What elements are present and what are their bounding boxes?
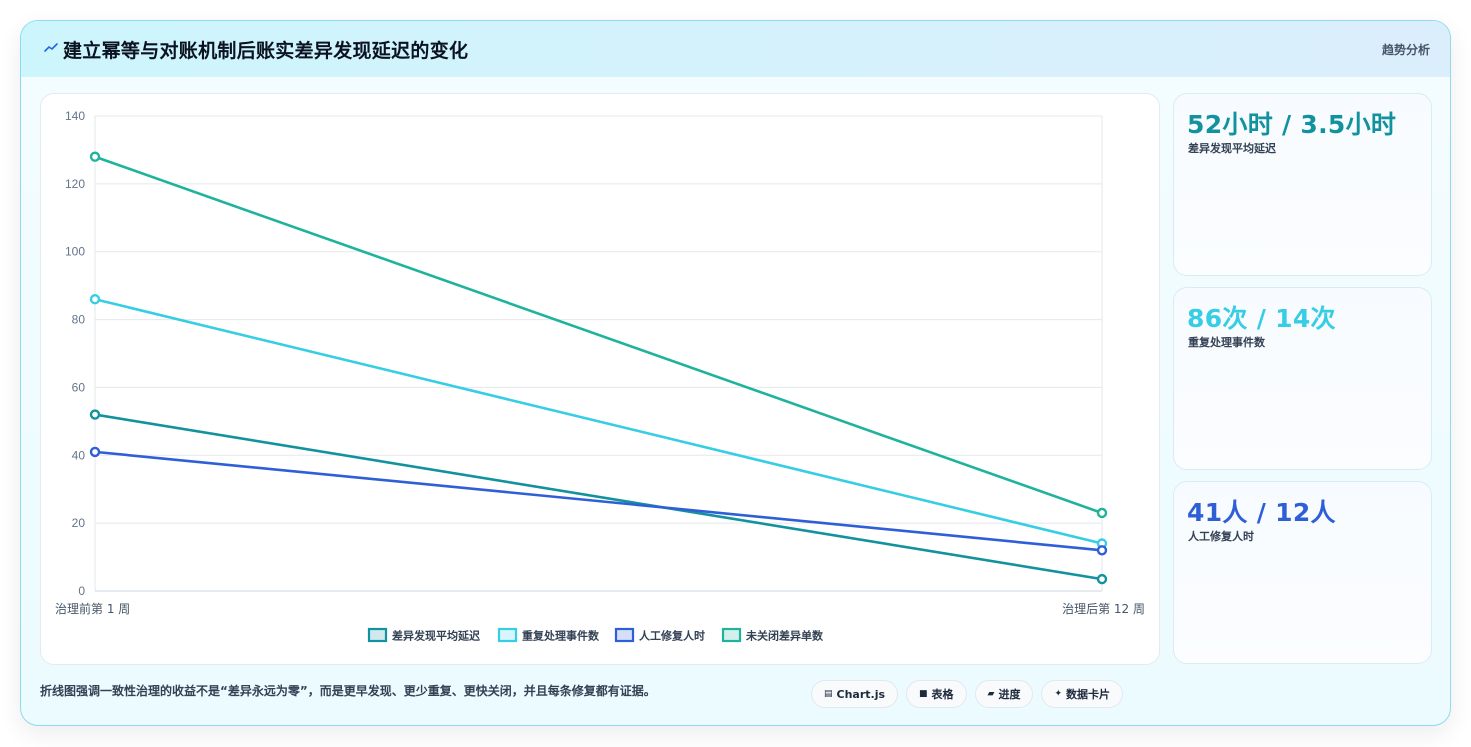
data-point [1096,507,1108,519]
series-line [94,450,1103,552]
series-line [94,155,1103,515]
chip-progress[interactable]: ▰ 进度 [974,680,1034,708]
table-icon: ■ [919,689,928,699]
stat-card-manual: 41人 / 12人 人工修复人时 [1173,481,1432,664]
legend-swatch [721,627,742,643]
chip-label: 数据卡片 [1066,688,1111,701]
stat-card-repeat: 86次 / 14次 重复处理事件数 [1173,287,1432,470]
y-tick-label: 0 [78,584,85,598]
stat-card-delay: 52小时 / 3.5小时 差异发现平均延迟 [1173,93,1432,276]
data-point [1096,545,1108,556]
x-tick-label: 治理后第 12 周 [1062,602,1145,616]
y-tick-label: 80 [72,313,86,327]
y-tick-label: 20 [72,516,86,530]
data-point [89,151,101,162]
y-tick-label: 60 [72,380,86,394]
sparkle-icon: ✦ [1054,689,1063,699]
data-point [89,409,101,420]
data-point [89,294,101,305]
legend-label: 差异发现平均延迟 [392,629,480,643]
y-tick-label: 100 [65,245,85,259]
legend-swatch [367,627,388,643]
line-chart-panel: 0 20 40 60 80 100 120 140 治理前第 1 周 治理后第 12 周差异发现平… [40,93,1160,665]
stat-label: 差异发现平均延迟 [1188,142,1276,155]
stat-value: 52小时 / 3.5小时 [1187,110,1397,139]
chip-group: ▤ Chart.js ■ 表格 ▰ 进度 ✦ 数据卡片 [811,680,1124,708]
data-point [1096,573,1108,585]
legend-label: 未关闭差异单数 [745,629,824,643]
chip-data-card[interactable]: ✦ 数据卡片 [1041,680,1124,708]
legend-label: 重复处理事件数 [522,629,600,643]
chip-label: Chart.js [836,687,886,701]
trend-icon [44,43,58,52]
dashboard-card: 建立幂等与对账机制后账实差异发现延迟的变化 趋势分析 0 20 40 60 80 100 1… [20,20,1451,726]
header-tag: 趋势分析 [1381,43,1430,57]
legend-label: 人工修复人时 [639,629,705,643]
legend-swatch [614,627,635,643]
stat-label: 人工修复人时 [1188,530,1254,543]
chip-label: 进度 [998,688,1021,701]
data-point [89,446,101,458]
series-line [94,297,1103,545]
page-title: 建立幂等与对账机制后账实差异发现延迟的变化 [63,40,469,62]
footer-note: 折线图强调一致性治理的收益不是“差异永远为零”，而是更早发现、更少重复、更快关闭… [40,684,656,698]
y-tick-label: 140 [65,109,85,123]
legend-swatch [497,627,518,643]
y-tick-label: 120 [65,177,85,191]
series-line [94,413,1103,581]
stat-value: 41人 / 12人 [1187,498,1336,527]
stat-label: 重复处理事件数 [1188,336,1265,349]
x-tick-label: 治理前第 1 周 [55,601,130,616]
chip-chartjs[interactable]: ▤ Chart.js [811,680,899,708]
y-tick-label: 40 [72,448,86,462]
card-header: 建立幂等与对账机制后账实差异发现延迟的变化 趋势分析 [21,21,1450,77]
chip-table[interactable]: ■ 表格 [906,680,967,708]
progress-icon: ▰ [987,689,995,699]
chart-icon: ▤ [824,689,833,699]
stat-value: 86次 / 14次 [1187,304,1336,333]
chip-label: 表格 [931,688,954,701]
line-chart: 0 20 40 60 80 100 120 140 治理前第 1 周 治理后第 12 周差异发现平… [55,109,1145,643]
